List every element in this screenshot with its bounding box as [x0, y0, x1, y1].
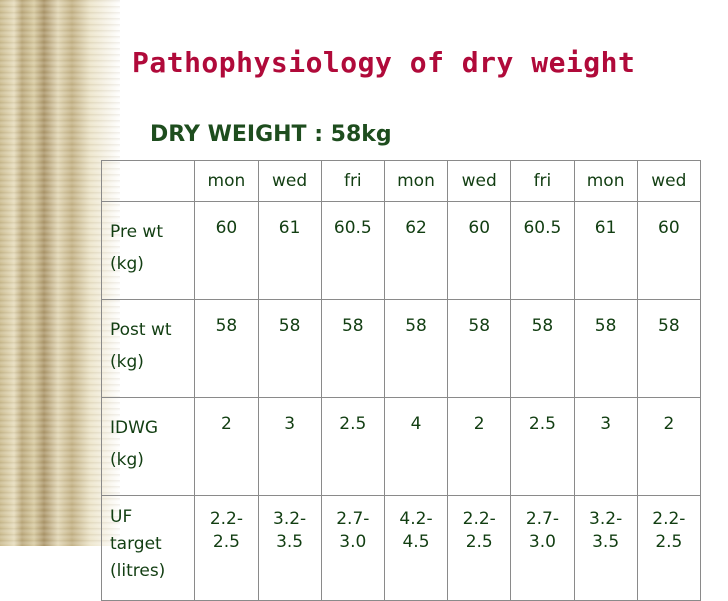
uf-low: 3.2- [589, 509, 623, 529]
table-cell: 58 [320, 299, 385, 398]
table-cell: 4 [383, 397, 449, 496]
table-row-post-wt: Post wt (kg) 58 58 58 58 58 58 58 58 [100, 299, 702, 398]
uf-low: 2.7- [525, 509, 559, 529]
table-cell: 2 [447, 397, 512, 496]
table-row-idwg: IDWG (kg) 2 3 2.5 4 2 2.5 3 2 [100, 397, 702, 496]
table-row-uf-target: UF target (litres) 2.2- 2.5 3.2- 3.5 2.7- 3… [100, 495, 702, 601]
table-cell: 2.7- 3.0 [320, 495, 385, 601]
table-header-row: mon wed fri mon wed fri mon wed [100, 160, 702, 202]
table-cell: 2 [194, 397, 259, 496]
table-cell: 2.2- 2.5 [447, 495, 512, 601]
row-label-line: Pre wt [110, 222, 164, 242]
day-header: fri [510, 160, 575, 202]
row-label-line: Post wt [110, 320, 172, 340]
table-cell: 58 [573, 299, 638, 398]
uf-high: 3.5 [592, 531, 620, 552]
uf-low: 2.2- [209, 509, 243, 529]
day-header: wed [257, 160, 322, 202]
table-cell: 58 [194, 299, 259, 398]
table-cell: 60.5 [510, 201, 575, 300]
day-header: wed [636, 160, 702, 202]
table-cell: 60 [636, 201, 702, 300]
row-label-idwg: IDWG (kg) [100, 397, 196, 496]
table-cell: 58 [636, 299, 702, 398]
uf-high: 3.0 [528, 531, 556, 552]
table-cell: 61 [257, 201, 322, 300]
row-label-line: UF [110, 507, 133, 527]
table-cell: 4.2- 4.5 [383, 495, 449, 601]
row-label-line: IDWG [110, 418, 159, 438]
table-cell: 61 [573, 201, 638, 300]
uf-low: 3.2- [273, 509, 307, 529]
table-cell: 60 [194, 201, 259, 300]
table-cell: 3.2- 3.5 [257, 495, 322, 601]
corner-cell [100, 160, 196, 202]
table-cell: 58 [447, 299, 512, 398]
uf-low: 2.2- [462, 509, 496, 529]
day-header: mon [194, 160, 259, 202]
table-cell: 58 [510, 299, 575, 398]
uf-high: 4.5 [402, 531, 430, 552]
uf-low: 2.2- [652, 509, 686, 529]
row-label-pre-wt: Pre wt (kg) [100, 201, 196, 300]
table-row-pre-wt: Pre wt (kg) 60 61 60.5 62 60 60.5 61 60 [100, 201, 702, 300]
row-label-line: target [110, 534, 162, 555]
row-label-uf-target: UF target (litres) [100, 495, 196, 601]
row-label-unit: (kg) [110, 450, 144, 471]
uf-low: 4.2- [399, 509, 433, 529]
day-header: fri [320, 160, 385, 202]
uf-low: 2.7- [336, 509, 370, 529]
row-label-unit: (kg) [110, 254, 144, 275]
slide-title: Pathophysiology of dry weight [132, 46, 636, 79]
day-header: mon [383, 160, 449, 202]
table-cell: 58 [257, 299, 322, 398]
table-cell: 2 [636, 397, 702, 496]
day-header: mon [573, 160, 638, 202]
table-cell: 2.5 [320, 397, 385, 496]
table-cell: 3.2- 3.5 [573, 495, 638, 601]
uf-high: 3.0 [339, 531, 367, 552]
uf-high: 3.5 [276, 531, 304, 552]
table-cell: 58 [383, 299, 449, 398]
table-cell: 2.2- 2.5 [194, 495, 259, 601]
table-cell: 62 [383, 201, 449, 300]
row-label-post-wt: Post wt (kg) [100, 299, 196, 398]
uf-high: 2.5 [655, 531, 683, 552]
table-cell: 60 [447, 201, 512, 300]
uf-high: 2.5 [465, 531, 493, 552]
table-cell: 3 [573, 397, 638, 496]
table-cell: 3 [257, 397, 322, 496]
decorative-side-bar [0, 0, 120, 546]
table-cell: 2.5 [510, 397, 575, 496]
row-label-unit: (litres) [110, 561, 166, 582]
table-cell: 2.7- 3.0 [510, 495, 575, 601]
dry-weight-heading: DRY WEIGHT : 58kg [150, 122, 392, 147]
row-label-unit: (kg) [110, 352, 144, 373]
table-cell: 2.2- 2.5 [636, 495, 702, 601]
dry-weight-table: mon wed fri mon wed fri mon wed Pre wt (… [100, 160, 702, 601]
day-header: wed [447, 160, 512, 202]
table-cell: 60.5 [320, 201, 385, 300]
uf-high: 2.5 [212, 531, 240, 552]
